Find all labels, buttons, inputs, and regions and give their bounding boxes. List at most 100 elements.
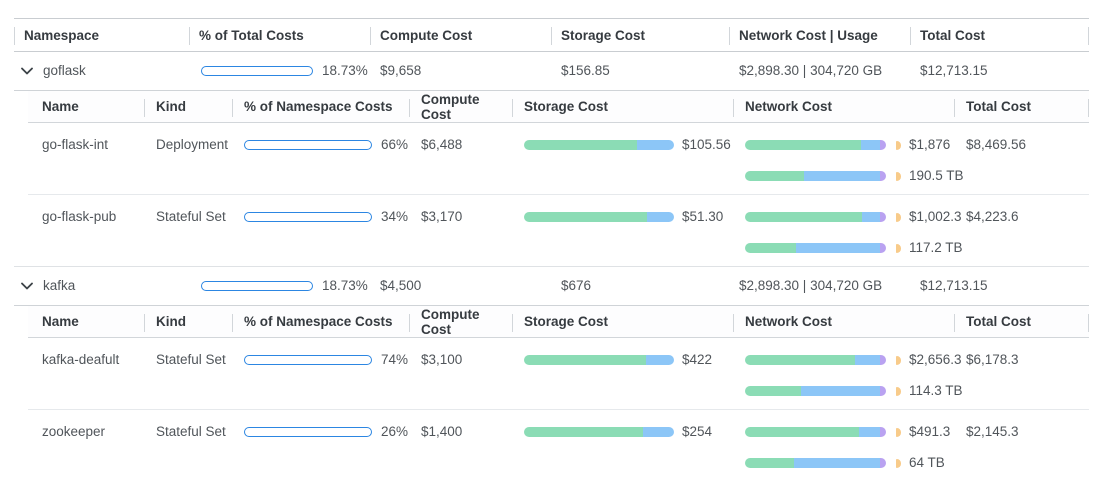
sub-col-header-compute-cost[interactable]: Compute Cost — [409, 91, 512, 122]
storage-cost-value: $254 — [682, 424, 713, 439]
workload-table-kafka: Name Kind % of Namespace Costs Compute C… — [28, 306, 1089, 481]
workload-row-zookeeper: zookeeper Stateful Set 26% $1,400 $254 — [28, 410, 1089, 481]
network-usage-bar — [745, 243, 886, 253]
col-header-network-cost-usage[interactable]: Network Cost | Usage — [729, 19, 910, 51]
pct-progress-bar — [201, 66, 313, 76]
sub-col-header-name[interactable]: Name — [42, 314, 79, 329]
total-cost-value: $4,223.6 — [966, 209, 1019, 224]
network-cost-value: $1,002.3 — [909, 209, 962, 224]
sub-col-header-total-cost[interactable]: Total Cost — [954, 91, 1089, 122]
namespace-name: kafka — [43, 278, 76, 293]
namespace-section-goflask: goflask 18.73% $9,658 $156.85 $2,898.30 … — [14, 52, 1089, 266]
total-cost-value: $12,713.15 — [920, 63, 988, 78]
chevron-down-icon[interactable] — [20, 67, 34, 75]
storage-cost-bar — [524, 140, 674, 150]
namespace-costs-pct-cell: 74% — [232, 351, 409, 369]
workload-name: kafka-deafult — [42, 352, 120, 367]
bar-tip-icon — [896, 427, 901, 437]
sub-col-header-storage-cost[interactable]: Storage Cost — [512, 306, 733, 337]
storage-cost-cell: $254 — [512, 423, 733, 441]
col-header-compute-cost[interactable]: Compute Cost — [370, 19, 551, 51]
bar-tip-icon — [896, 458, 901, 468]
workload-table-header: Name Kind % of Namespace Costs Compute C… — [28, 91, 1089, 123]
network-cost-usage-value: $2,898.30 | 304,720 GB — [739, 278, 883, 293]
compute-cost-value: $3,100 — [421, 352, 463, 367]
bar-tip-icon — [896, 355, 901, 365]
sub-col-header-kind[interactable]: Kind — [144, 91, 232, 122]
sub-col-header-kind[interactable]: Kind — [144, 306, 232, 337]
workload-name: go-flask-pub — [42, 209, 117, 224]
storage-cost-value: $105.56 — [682, 137, 731, 152]
sub-col-header-name[interactable]: Name — [42, 99, 79, 114]
compute-cost-value: $4,500 — [380, 278, 422, 293]
workload-row-go-flask-int: go-flask-int Deployment 66% $6,488 $105.… — [28, 123, 1089, 195]
compute-cost-value: $9,658 — [380, 63, 422, 78]
namespace-costs-pct-cell: 26% — [232, 423, 409, 441]
network-cost-value: $491.3 — [909, 424, 951, 439]
network-usage-bar — [745, 458, 886, 468]
namespace-row-goflask[interactable]: goflask 18.73% $9,658 $156.85 $2,898.30 … — [14, 52, 1089, 91]
pct-value: 74% — [381, 352, 409, 367]
storage-cost-value: $676 — [561, 278, 592, 293]
network-usage-value: 64 TB — [909, 455, 945, 470]
workload-row-go-flask-pub: go-flask-pub Stateful Set 34% $3,170 $51… — [28, 195, 1089, 266]
sub-col-header-compute-cost[interactable]: Compute Cost — [409, 306, 512, 337]
cost-table: Namespace % of Total Costs Compute Cost … — [14, 18, 1089, 481]
col-header-namespace[interactable]: Namespace — [14, 19, 189, 51]
pct-progress-bar — [244, 140, 372, 150]
pct-value: 18.73% — [322, 63, 368, 78]
storage-cost-bar — [524, 212, 674, 222]
pct-value: 18.73% — [322, 278, 368, 293]
sub-col-header-network-cost[interactable]: Network Cost — [733, 91, 954, 122]
pct-progress-bar — [244, 355, 372, 365]
sub-col-header-total-cost[interactable]: Total Cost — [954, 306, 1089, 337]
namespace-section-kafka: kafka 18.73% $4,500 $676 $2,898.30 | 304… — [14, 266, 1089, 481]
total-costs-pct-cell: 18.73% — [189, 62, 370, 80]
network-cost-cell: $2,656.3 114.3 TB — [733, 351, 963, 400]
sub-col-header-storage-cost[interactable]: Storage Cost — [512, 91, 733, 122]
col-header-total-costs-pct[interactable]: % of Total Costs — [189, 19, 370, 51]
namespace-costs-pct-cell: 66% — [232, 136, 409, 154]
pct-progress-bar — [244, 212, 372, 222]
storage-cost-value: $51.30 — [682, 209, 724, 224]
compute-cost-value: $1,400 — [421, 424, 463, 439]
total-costs-pct-cell: 18.73% — [189, 277, 370, 295]
total-cost-value: $6,178.3 — [966, 352, 1019, 367]
network-cost-usage-value: $2,898.30 | 304,720 GB — [739, 63, 883, 78]
workload-kind: Stateful Set — [156, 424, 226, 439]
storage-cost-bar — [524, 427, 674, 437]
col-header-total-cost[interactable]: Total Cost — [910, 19, 1089, 51]
network-usage-value: 117.2 TB — [909, 240, 963, 255]
bar-tip-icon — [896, 171, 901, 181]
workload-table-goflask: Name Kind % of Namespace Costs Compute C… — [28, 91, 1089, 266]
network-cost-bar — [745, 212, 886, 222]
pct-value: 26% — [381, 424, 409, 439]
total-cost-value: $12,713.15 — [920, 278, 988, 293]
namespace-row-kafka[interactable]: kafka 18.73% $4,500 $676 $2,898.30 | 304… — [14, 267, 1089, 306]
col-header-storage-cost[interactable]: Storage Cost — [551, 19, 729, 51]
network-cost-bar — [745, 355, 886, 365]
network-usage-value: 190.5 TB — [909, 168, 964, 183]
total-cost-value: $8,469.56 — [966, 137, 1027, 152]
storage-cost-cell: $51.30 — [512, 208, 733, 226]
bar-tip-icon — [896, 212, 901, 222]
network-usage-value: 114.3 TB — [909, 383, 963, 398]
storage-cost-value: $156.85 — [561, 63, 610, 78]
storage-cost-cell: $105.56 — [512, 136, 733, 154]
network-cost-cell: $1,876 190.5 TB — [733, 136, 964, 185]
compute-cost-value: $3,170 — [421, 209, 463, 224]
storage-cost-value: $422 — [682, 352, 713, 367]
total-cost-value: $2,145.3 — [966, 424, 1019, 439]
sub-col-header-namespace-costs-pct[interactable]: % of Namespace Costs — [232, 306, 409, 337]
bar-tip-icon — [896, 243, 901, 253]
network-cost-bar — [745, 140, 886, 150]
pct-value: 66% — [381, 137, 409, 152]
chevron-down-icon[interactable] — [20, 282, 34, 290]
namespace-costs-pct-cell: 34% — [232, 208, 409, 226]
sub-col-header-namespace-costs-pct[interactable]: % of Namespace Costs — [232, 91, 409, 122]
network-usage-bar — [745, 386, 886, 396]
namespace-name: goflask — [43, 63, 86, 78]
compute-cost-value: $6,488 — [421, 137, 463, 152]
table-header: Namespace % of Total Costs Compute Cost … — [14, 18, 1089, 52]
sub-col-header-network-cost[interactable]: Network Cost — [733, 306, 954, 337]
